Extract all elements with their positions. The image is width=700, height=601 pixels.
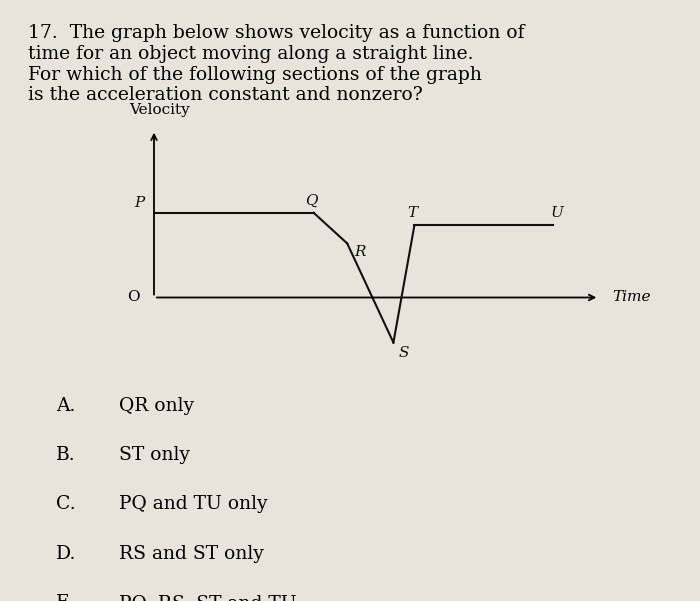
Text: S: S	[399, 346, 409, 359]
Text: Velocity: Velocity	[129, 103, 190, 117]
Text: U: U	[550, 206, 563, 220]
Text: D.: D.	[56, 545, 76, 563]
Text: P: P	[134, 197, 145, 210]
Text: R: R	[354, 245, 365, 259]
Text: RS and ST only: RS and ST only	[119, 545, 264, 563]
Text: PQ, RS, ST and TU: PQ, RS, ST and TU	[119, 594, 297, 601]
Text: Q: Q	[305, 194, 318, 207]
Text: ST only: ST only	[119, 446, 190, 464]
Text: T: T	[407, 206, 417, 220]
Text: QR only: QR only	[119, 397, 194, 415]
Text: 17.  The graph below shows velocity as a function of
time for an object moving a: 17. The graph below shows velocity as a …	[28, 24, 524, 105]
Text: Time: Time	[612, 290, 650, 305]
Text: B.: B.	[56, 446, 76, 464]
Text: C.: C.	[56, 495, 76, 513]
Text: E.: E.	[56, 594, 76, 601]
Text: PQ and TU only: PQ and TU only	[119, 495, 267, 513]
Text: O: O	[127, 290, 139, 305]
Text: A.: A.	[56, 397, 76, 415]
